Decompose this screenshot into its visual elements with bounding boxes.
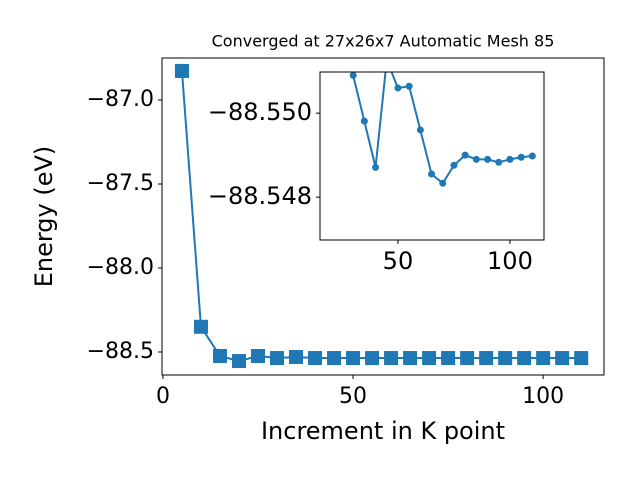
y-tick-label: −87.5 bbox=[87, 171, 154, 196]
marker bbox=[384, 351, 399, 366]
marker bbox=[405, 82, 413, 90]
marker bbox=[416, 126, 424, 134]
marker bbox=[327, 351, 342, 366]
marker bbox=[231, 354, 246, 369]
marker bbox=[574, 351, 589, 366]
x-tick-label: 100 bbox=[487, 247, 533, 275]
marker bbox=[460, 351, 475, 366]
marker bbox=[472, 155, 480, 163]
marker bbox=[441, 351, 456, 366]
x-tick-label: 50 bbox=[383, 247, 414, 275]
marker bbox=[372, 163, 380, 171]
series bbox=[349, 72, 536, 187]
marker bbox=[346, 351, 361, 366]
marker bbox=[439, 179, 447, 187]
y-tick-label: −88.0 bbox=[87, 255, 154, 280]
x-tick-label: 100 bbox=[522, 384, 564, 409]
axes-frame bbox=[161, 57, 605, 376]
x-tick-label: 50 bbox=[339, 384, 367, 409]
series bbox=[174, 63, 589, 369]
marker bbox=[174, 63, 189, 78]
marker bbox=[498, 351, 513, 366]
chart-title: Converged at 27x26x7 Automatic Mesh 85 bbox=[212, 32, 555, 51]
marker bbox=[365, 351, 380, 366]
marker bbox=[251, 349, 266, 364]
marker bbox=[495, 158, 503, 166]
marker bbox=[270, 351, 285, 366]
y-tick-label: −88.550 bbox=[208, 98, 312, 126]
marker bbox=[461, 151, 469, 159]
marker bbox=[450, 161, 458, 169]
marker bbox=[394, 84, 402, 92]
marker bbox=[193, 319, 208, 334]
marker bbox=[555, 351, 570, 366]
marker bbox=[349, 72, 357, 79]
inset: 50 100 −88.550 −88.548 bbox=[208, 71, 545, 275]
marker bbox=[428, 170, 436, 178]
axes-background bbox=[320, 72, 544, 240]
x-axis-label: Increment in K point bbox=[261, 417, 505, 445]
marker bbox=[479, 351, 494, 366]
marker bbox=[506, 155, 514, 163]
marker bbox=[484, 155, 492, 163]
marker bbox=[308, 351, 323, 366]
marker bbox=[422, 351, 437, 366]
marker bbox=[212, 349, 227, 364]
marker bbox=[517, 153, 525, 161]
y-axis-label: Energy (eV) bbox=[30, 146, 58, 288]
y-tick-label: −88.548 bbox=[208, 182, 312, 210]
marker bbox=[536, 351, 551, 366]
line bbox=[180, 70, 582, 363]
axes-frame bbox=[319, 71, 545, 241]
marker bbox=[517, 351, 532, 366]
marker bbox=[360, 117, 368, 125]
x-tick-label: 0 bbox=[156, 384, 170, 409]
marker bbox=[289, 350, 304, 365]
marker bbox=[528, 152, 536, 160]
y-tick-label: −88.5 bbox=[87, 339, 154, 364]
marker bbox=[403, 351, 418, 366]
y-tick-label: −87.0 bbox=[87, 87, 154, 112]
